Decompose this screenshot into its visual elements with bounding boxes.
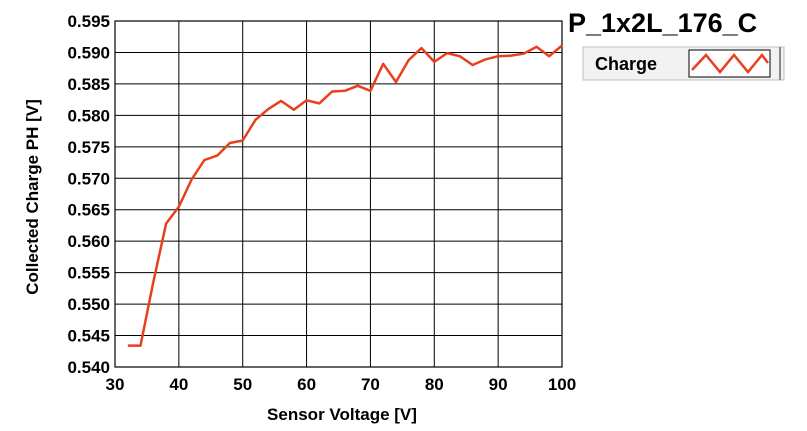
x-tick-label: 90 [489, 375, 508, 394]
plot-area [115, 21, 562, 367]
y-tick-label: 0.545 [67, 327, 110, 346]
legend-swatch-box [688, 49, 771, 78]
y-tick-label: 0.595 [67, 12, 110, 31]
legend: Charge [582, 46, 785, 81]
y-tick-label: 0.580 [67, 106, 110, 125]
x-tick-label: 80 [425, 375, 444, 394]
y-tick-labels: 0.540 0.545 0.550 0.555 0.560 0.565 0.570 0.575… [67, 12, 110, 377]
y-tick-label: 0.590 [67, 43, 110, 62]
y-tick-label: 0.555 [67, 264, 110, 283]
x-tick-label: 50 [233, 375, 252, 394]
y-axis-label: Collected Charge PH [V] [23, 99, 42, 295]
plot-frame [114, 20, 563, 368]
legend-label: Charge [595, 54, 657, 74]
series-group [127, 44, 563, 347]
y-tick-label: 0.540 [67, 358, 110, 377]
y-tick-label: 0.560 [67, 232, 110, 251]
x-tick-label: 70 [361, 375, 380, 394]
legend-swatch-line [691, 52, 769, 74]
x-tick-label: 40 [169, 375, 188, 394]
x-tick-label: 60 [297, 375, 316, 394]
y-tick-label: 0.585 [67, 75, 110, 94]
y-tick-label: 0.575 [67, 138, 110, 157]
series-line-charge [127, 44, 563, 347]
x-tick-label: 30 [106, 375, 125, 394]
chart-title: P_1x2L_176_C [568, 8, 757, 38]
x-axis-label: Sensor Voltage [V] [267, 405, 417, 424]
y-tick-label: 0.565 [67, 201, 110, 220]
y-tick-label: 0.570 [67, 169, 110, 188]
y-tick-label: 0.550 [67, 295, 110, 314]
x-tick-labels: 30 40 50 60 70 80 90 100 [106, 375, 577, 394]
x-tick-label: 100 [548, 375, 576, 394]
